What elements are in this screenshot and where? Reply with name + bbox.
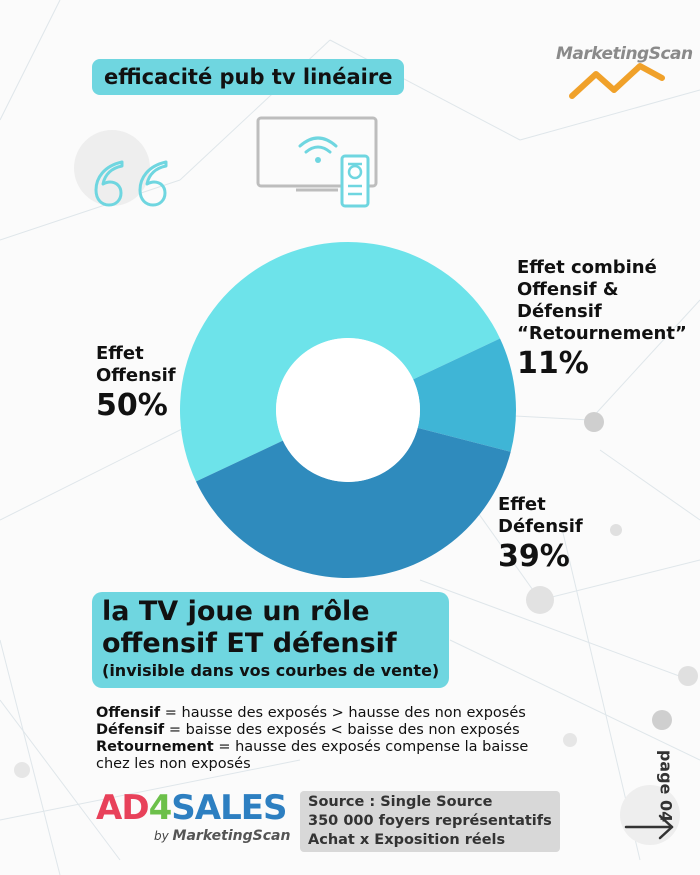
logo-letter: S [262,788,287,828]
ad4sales-wordmark: AD4SALES [96,788,287,828]
headline-line2: offensif ET défensif [102,628,397,659]
definitions-list: Offensif = hausse des exposés > hausse d… [96,705,566,773]
quote-icon [94,160,168,207]
headline-subtitle: (invisible dans vos courbes de vente) [102,661,440,680]
header-title: efficacité pub tv linéaire [92,59,405,95]
logo-letter: 4 [148,788,173,828]
definition-offensif: Offensif = hausse des exposés > hausse d… [96,705,566,722]
slice-value-defensif: 39% [498,539,570,574]
ad4sales-logo: AD4SALES by MarketingScan [96,788,296,848]
donut-hole [276,338,420,482]
slice-label-combine: Effet combiné Offensif & Défensif “Retou… [517,257,700,383]
brand-logo: MarketingScan [556,44,693,64]
definition-text: = hausse des exposés > hausse des non ex… [160,705,526,721]
slice-label-combine-line3: “Retournement” [517,323,687,344]
slice-value-offensif: 50% [96,388,168,423]
slice-label-defensif: Effet Défensif 39% [498,494,583,576]
donut-slice-offensif [180,242,501,482]
logo-brand: MarketingScan [172,828,291,844]
svg-text:page 04: page 04 [657,750,676,822]
slice-label-offensif: Effet Offensif 50% [96,343,176,425]
headline-box: la TV joue un rôle offensif ET défensif … [92,592,450,688]
slice-label-combine-line2: Offensif & Défensif [517,279,619,322]
arrow-right-icon[interactable] [622,812,678,842]
donut-slice-defensif [195,427,511,578]
slice-label-combine-line1: Effet combiné [517,257,657,278]
definition-defensif: Défensif = baisse des exposés < baisse d… [96,722,566,739]
donut-chart [180,242,516,578]
slice-label-defensif-line2: Défensif [498,516,583,537]
definition-term: Défensif [96,722,165,738]
definition-retournement: Retournement = hausse des exposés compen… [96,739,566,773]
source-box: Source : Single Source 350 000 foyers re… [300,791,560,852]
logo-letter: D [121,788,149,828]
page-number: page 04 [657,750,676,822]
source-line2: 350 000 foyers représentatifs [308,813,552,829]
slice-label-offensif-line2: Offensif [96,365,176,386]
brand-arrow-icon [569,63,665,99]
slice-label-offensif-line1: Effet [96,343,144,364]
slice-value-combine: 11% [517,346,589,381]
logo-by: by [154,829,169,843]
donut-slice-combine [413,338,516,452]
definition-term: Retournement [96,739,214,755]
logo-letter: A [96,788,122,828]
definition-term: Offensif [96,705,161,721]
logo-letter: L [220,788,242,828]
source-line1: Source : Single Source [308,794,493,810]
definition-text: = baisse des exposés < baisse des non ex… [164,722,520,738]
tv-remote-icon [256,116,378,208]
headline-line1: la TV joue un rôle [102,596,370,627]
logo-letter: E [240,788,264,828]
logo-byline: by MarketingScan [154,828,290,844]
logo-letter: A [194,788,221,828]
slice-label-defensif-line1: Effet [498,494,546,515]
source-line3: Achat x Exposition réels [308,832,506,848]
definition-text: = hausse des exposés compense la baisse … [96,739,529,772]
logo-letter: S [171,788,195,828]
